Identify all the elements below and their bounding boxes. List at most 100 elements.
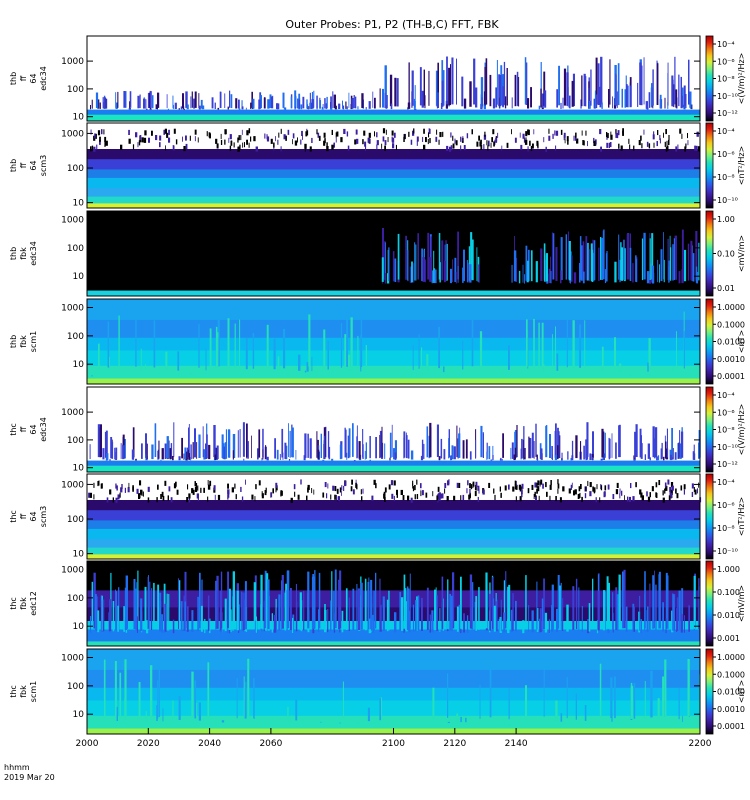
- spectral-burst: [384, 487, 387, 493]
- spectral-burst: [637, 82, 639, 107]
- spectral-burst: [467, 262, 470, 283]
- spectral-burst: [492, 455, 494, 461]
- spectral-burst: [95, 133, 97, 139]
- colorbar-tick-label: 10⁻⁴: [717, 40, 735, 49]
- spectral-burst: [552, 454, 553, 460]
- spectral-burst: [478, 488, 480, 494]
- colorbar-tick-label: 10⁻⁴: [717, 127, 735, 136]
- spectral-burst: [536, 482, 538, 488]
- spectral-burst: [117, 91, 119, 108]
- spectral-burst: [342, 681, 344, 719]
- spectral-burst: [188, 497, 191, 503]
- spectral-burst: [450, 455, 453, 461]
- spectral-burst: [302, 96, 305, 109]
- spectral-burst: [646, 491, 648, 497]
- spectral-burst: [414, 494, 416, 500]
- band-layer: [87, 700, 700, 716]
- spectral-burst: [335, 137, 337, 143]
- spectral-burst: [367, 582, 370, 630]
- spectral-burst: [294, 90, 297, 108]
- spectral-burst: [384, 65, 387, 106]
- spectral-burst: [178, 456, 181, 461]
- spectral-burst: [606, 142, 609, 148]
- spectral-burst: [646, 141, 649, 147]
- spectral-burst: [633, 606, 635, 632]
- colorbar-tick-label: 1.000: [717, 565, 740, 574]
- spectral-burst: [372, 614, 374, 633]
- spectral-burst: [524, 57, 527, 105]
- spectral-burst: [608, 89, 610, 108]
- spectral-burst: [540, 448, 543, 460]
- spectral-burst: [673, 84, 675, 108]
- spectral-burst: [162, 708, 164, 722]
- spectral-burst: [358, 441, 361, 459]
- spectral-burst: [237, 137, 239, 143]
- spectral-burst: [608, 447, 610, 460]
- spectral-burst: [525, 245, 528, 281]
- spectral-burst: [585, 486, 587, 492]
- spectral-burst: [166, 94, 168, 109]
- spectral-burst: [235, 98, 238, 109]
- spectral-burst: [394, 452, 397, 460]
- spectral-burst: [183, 595, 185, 631]
- spectral-burst: [670, 489, 673, 495]
- spectral-burst: [436, 424, 439, 457]
- colorbar-tick-label: 0.01: [717, 284, 735, 293]
- spectral-burst: [237, 430, 239, 458]
- spectral-burst: [611, 433, 613, 458]
- spectral-burst: [214, 454, 217, 460]
- spectral-burst: [198, 93, 200, 108]
- spectral-burst: [278, 594, 281, 631]
- spectral-burst: [146, 620, 149, 634]
- spectral-burst: [528, 436, 530, 459]
- colorbar-tick-label: 10⁻¹⁰: [717, 92, 738, 101]
- spectral-burst: [573, 135, 575, 141]
- spectral-burst: [382, 88, 384, 108]
- spectral-burst: [421, 248, 424, 282]
- spectral-burst: [273, 142, 275, 148]
- spectral-burst: [493, 141, 495, 147]
- spectral-burst: [216, 575, 219, 629]
- spectral-burst: [676, 607, 678, 632]
- spectral-burst: [97, 130, 101, 136]
- spectral-burst: [196, 442, 198, 459]
- spectral-burst: [369, 436, 371, 459]
- x-axis: 2000 2020 2040 2060 2100 2120 2140 2200: [76, 728, 712, 749]
- spectral-burst: [458, 604, 461, 632]
- spectral-burst: [394, 258, 397, 282]
- spectral-burst: [465, 717, 467, 723]
- spectral-burst: [151, 130, 153, 136]
- spectral-burst: [200, 99, 203, 109]
- spectral-burst: [557, 483, 560, 489]
- spectral-burst: [527, 146, 529, 152]
- spectral-burst: [351, 98, 353, 109]
- spectral-burst: [648, 92, 651, 108]
- spectral-burst: [276, 106, 279, 110]
- spectral-burst: [541, 598, 544, 631]
- spectral-burst: [188, 453, 190, 460]
- colorbar: [705, 386, 714, 473]
- spectral-burst: [475, 596, 478, 631]
- spectral-burst: [258, 99, 261, 109]
- spectral-burst: [281, 575, 284, 629]
- spectral-burst: [599, 129, 602, 135]
- spectral-burst: [578, 486, 581, 492]
- spectral-burst: [643, 232, 646, 280]
- spectral-burst: [282, 452, 284, 460]
- spectral-burst: [489, 593, 492, 631]
- spectral-burst: [145, 711, 147, 722]
- spectral-burst: [520, 715, 523, 722]
- spectral-burst: [590, 69, 592, 106]
- colorbar-label: <mV/m>: [737, 585, 746, 622]
- spectral-burst: [158, 440, 160, 459]
- spectral-burst: [416, 136, 419, 142]
- spectral-burst: [194, 481, 196, 487]
- spectral-burst: [316, 431, 318, 458]
- spectral-burst: [99, 136, 101, 142]
- spectral-burst: [265, 445, 267, 460]
- spectral-burst: [557, 445, 559, 460]
- spectral-burst: [581, 75, 583, 107]
- spectral-burst: [511, 97, 513, 109]
- y-tick-label: 10: [73, 622, 85, 632]
- spectral-burst: [583, 445, 585, 460]
